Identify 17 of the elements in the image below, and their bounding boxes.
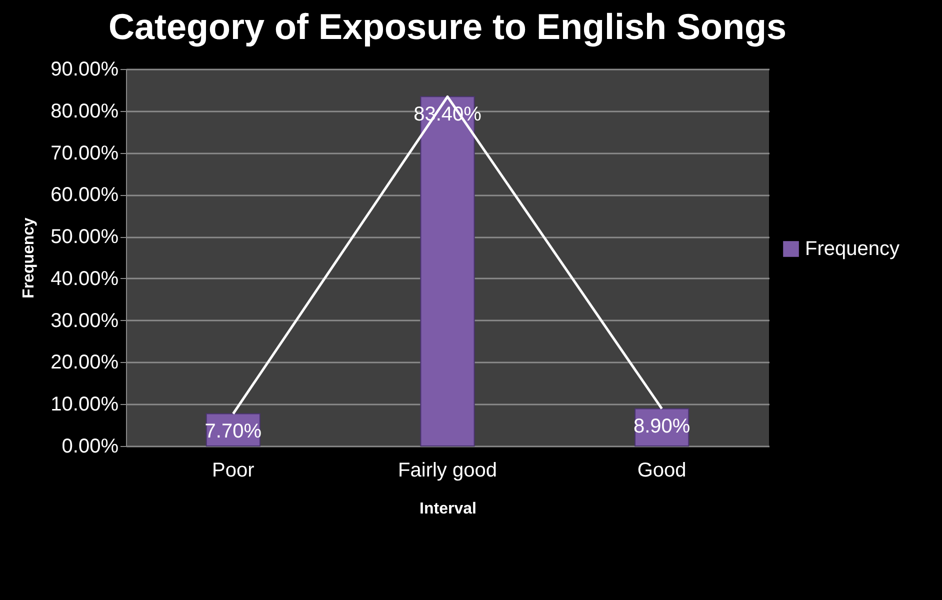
y-tick-label: 60.00% (50, 184, 119, 206)
x-tick-label: Poor (212, 460, 255, 482)
y-tick-label: 10.00% (50, 394, 119, 416)
y-axis-title: Frequency (20, 217, 38, 298)
y-tick-label: 70.00% (50, 142, 119, 164)
chart-title: Category of Exposure to English Songs (108, 6, 787, 47)
x-tick-label: Fairly good (398, 460, 497, 482)
y-tick-label: 30.00% (50, 310, 119, 332)
y-tick-label: 80.00% (50, 100, 119, 122)
y-tick-label: 0.00% (62, 436, 119, 458)
x-tick-label: Good (637, 460, 686, 482)
x-axis-title: Interval (420, 500, 476, 518)
y-tick-label: 90.00% (50, 58, 119, 80)
y-tick-label: 40.00% (50, 268, 119, 290)
y-tick-label: 50.00% (50, 226, 119, 248)
legend-label: Frequency (805, 238, 900, 260)
y-tick-label: 20.00% (50, 352, 119, 374)
